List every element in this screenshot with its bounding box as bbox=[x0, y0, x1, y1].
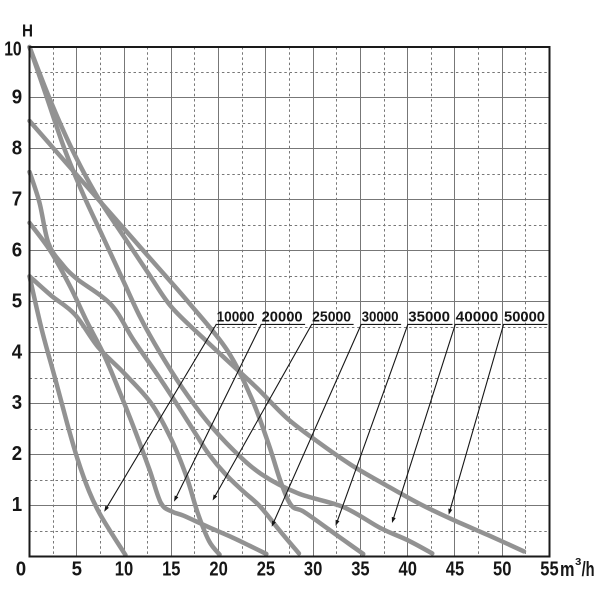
svg-text:25000: 25000 bbox=[312, 309, 351, 325]
svg-text:2: 2 bbox=[12, 442, 22, 465]
svg-text:35000: 35000 bbox=[408, 309, 450, 325]
svg-text:10: 10 bbox=[4, 37, 22, 60]
svg-text:5: 5 bbox=[12, 289, 22, 312]
svg-text:35: 35 bbox=[351, 558, 369, 581]
svg-text:50: 50 bbox=[493, 558, 511, 581]
svg-text:40000: 40000 bbox=[456, 309, 499, 325]
svg-text:25: 25 bbox=[257, 558, 275, 581]
svg-text:m: m bbox=[560, 558, 575, 581]
svg-text:10: 10 bbox=[115, 558, 133, 581]
svg-text:30: 30 bbox=[304, 558, 322, 581]
svg-text:H: H bbox=[22, 20, 33, 40]
svg-text:5: 5 bbox=[72, 558, 82, 581]
svg-text:3: 3 bbox=[575, 557, 582, 568]
svg-text:4: 4 bbox=[12, 340, 23, 363]
svg-text:20: 20 bbox=[209, 558, 227, 581]
svg-text:0: 0 bbox=[16, 558, 26, 581]
svg-text:55: 55 bbox=[540, 558, 558, 581]
svg-text:30000: 30000 bbox=[362, 309, 399, 325]
svg-text:6: 6 bbox=[12, 238, 22, 261]
svg-text:45: 45 bbox=[446, 558, 464, 581]
svg-text:3: 3 bbox=[12, 391, 22, 414]
svg-text:10000: 10000 bbox=[217, 309, 255, 325]
svg-text:/h: /h bbox=[582, 558, 595, 581]
svg-text:40: 40 bbox=[399, 558, 417, 581]
svg-text:7: 7 bbox=[12, 187, 22, 210]
svg-text:20000: 20000 bbox=[262, 309, 303, 325]
svg-text:9: 9 bbox=[12, 86, 22, 109]
svg-text:15: 15 bbox=[162, 558, 180, 581]
svg-text:1: 1 bbox=[12, 493, 22, 516]
svg-text:8: 8 bbox=[12, 137, 22, 160]
svg-text:50000: 50000 bbox=[504, 309, 545, 325]
